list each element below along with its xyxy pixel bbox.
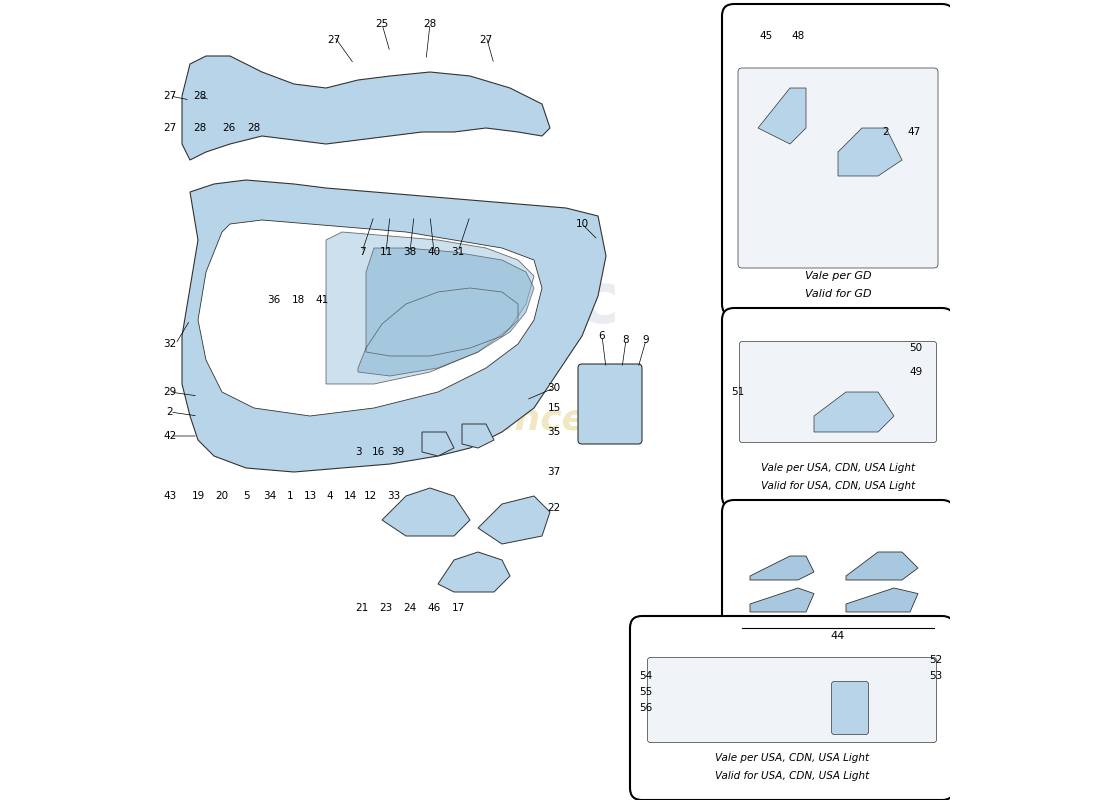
Text: 44: 44: [830, 631, 845, 641]
Text: 27: 27: [164, 91, 177, 101]
Text: 38: 38: [404, 247, 417, 257]
Polygon shape: [326, 232, 534, 384]
Text: a passion
for parts since: a passion for parts since: [290, 363, 586, 437]
Text: 11: 11: [379, 247, 393, 257]
Text: 49: 49: [909, 367, 922, 377]
Text: 17: 17: [451, 603, 464, 613]
Text: 7: 7: [359, 247, 365, 257]
Text: Vale per GD: Vale per GD: [805, 271, 871, 281]
Text: 13: 13: [304, 491, 317, 501]
Text: 33: 33: [387, 491, 400, 501]
Polygon shape: [750, 556, 814, 580]
FancyBboxPatch shape: [630, 616, 954, 800]
Text: 48: 48: [791, 31, 804, 41]
Text: Valid for USA, CDN, USA Light: Valid for USA, CDN, USA Light: [761, 482, 915, 491]
Polygon shape: [182, 180, 606, 472]
Text: 8: 8: [623, 335, 629, 345]
FancyBboxPatch shape: [739, 342, 936, 442]
Text: 54: 54: [639, 671, 652, 681]
Text: 37: 37: [548, 467, 561, 477]
Text: 3: 3: [354, 447, 361, 457]
Text: Vale per USA, CDN, USA Light: Vale per USA, CDN, USA Light: [761, 463, 915, 473]
Polygon shape: [198, 220, 542, 416]
Polygon shape: [422, 432, 454, 456]
Text: 22: 22: [548, 503, 561, 513]
Text: 20: 20: [216, 491, 229, 501]
Text: 35: 35: [548, 427, 561, 437]
Polygon shape: [182, 56, 550, 160]
Text: 52: 52: [930, 655, 943, 665]
Text: 39: 39: [392, 447, 405, 457]
Text: 56: 56: [639, 703, 652, 713]
Text: 16: 16: [372, 447, 385, 457]
Text: 50: 50: [909, 343, 922, 353]
Text: 43: 43: [164, 491, 177, 501]
Text: 2: 2: [882, 127, 889, 137]
Text: 23: 23: [379, 603, 393, 613]
Text: 4: 4: [327, 491, 333, 501]
FancyBboxPatch shape: [648, 658, 936, 742]
Text: Valid for USA, CDN, USA Light: Valid for USA, CDN, USA Light: [715, 771, 869, 781]
Text: 25: 25: [375, 19, 388, 29]
Text: 6: 6: [598, 331, 605, 341]
Text: 27: 27: [480, 35, 493, 45]
Text: 36: 36: [267, 295, 280, 305]
FancyBboxPatch shape: [738, 68, 938, 268]
Polygon shape: [750, 588, 814, 612]
Polygon shape: [758, 88, 806, 144]
Text: 9: 9: [642, 335, 649, 345]
Text: 21: 21: [355, 603, 368, 613]
FancyBboxPatch shape: [722, 500, 954, 636]
Text: 15: 15: [548, 403, 561, 413]
Text: 31: 31: [451, 247, 464, 257]
Text: 55: 55: [639, 687, 652, 697]
Text: 32: 32: [164, 339, 177, 349]
Text: 5: 5: [243, 491, 250, 501]
Polygon shape: [846, 588, 918, 612]
Text: 27: 27: [328, 35, 341, 45]
Polygon shape: [382, 488, 470, 536]
FancyBboxPatch shape: [722, 308, 954, 508]
Text: 2: 2: [167, 407, 174, 417]
Text: 42: 42: [164, 431, 177, 441]
Polygon shape: [462, 424, 494, 448]
Polygon shape: [846, 552, 918, 580]
Text: 28: 28: [424, 19, 437, 29]
Text: 28: 28: [248, 123, 261, 133]
Text: 41: 41: [316, 295, 329, 305]
Polygon shape: [358, 248, 534, 376]
Polygon shape: [438, 552, 510, 592]
Text: 28: 28: [192, 91, 206, 101]
Text: 18: 18: [292, 295, 305, 305]
Polygon shape: [814, 392, 894, 432]
Text: 51: 51: [732, 387, 745, 397]
Text: 46: 46: [428, 603, 441, 613]
FancyBboxPatch shape: [722, 4, 954, 316]
Text: 30: 30: [548, 383, 561, 393]
Text: 45: 45: [759, 31, 772, 41]
FancyBboxPatch shape: [832, 682, 868, 734]
Text: 29: 29: [164, 387, 177, 397]
Text: 27: 27: [164, 123, 177, 133]
FancyBboxPatch shape: [578, 364, 642, 444]
Text: 34: 34: [263, 491, 276, 501]
Polygon shape: [838, 128, 902, 176]
Text: 40: 40: [428, 247, 441, 257]
Text: 12: 12: [363, 491, 376, 501]
Text: europarc: europarc: [255, 270, 620, 338]
Text: 10: 10: [575, 219, 589, 229]
Text: Vale per USA, CDN, USA Light: Vale per USA, CDN, USA Light: [715, 753, 869, 762]
Text: 53: 53: [930, 671, 943, 681]
Text: 28: 28: [192, 123, 206, 133]
Text: 26: 26: [222, 123, 235, 133]
Polygon shape: [478, 496, 550, 544]
Text: 47: 47: [908, 127, 921, 137]
Text: 24: 24: [404, 603, 417, 613]
Text: 14: 14: [343, 491, 356, 501]
Text: Valid for GD: Valid for GD: [805, 290, 871, 299]
Text: 19: 19: [191, 491, 205, 501]
Text: 1: 1: [287, 491, 294, 501]
